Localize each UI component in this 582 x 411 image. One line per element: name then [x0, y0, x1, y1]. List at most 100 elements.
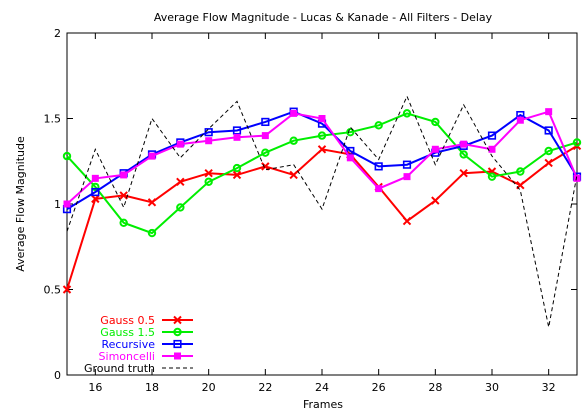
data-point-square-marker: [402, 160, 412, 169]
x-tick-label: 24: [315, 381, 329, 394]
data-point-circle-marker: [572, 138, 582, 147]
legend-label: Ground truth: [84, 362, 155, 375]
data-point-filled-square-marker: [176, 140, 184, 148]
data-point-filled-square-marker: [205, 137, 213, 145]
data-point-filled-square-marker: [375, 185, 383, 193]
data-point-circle-marker: [176, 203, 185, 212]
data-point-circle-marker: [261, 148, 270, 157]
data-point-square-marker: [544, 126, 553, 135]
data-point-x-marker: [62, 285, 72, 294]
data-point-square-marker: [487, 131, 497, 140]
data-point-square-marker: [91, 187, 100, 197]
chart-title: Average Flow Magnitude - Lucas & Kanade …: [154, 11, 493, 24]
data-point-circle-marker: [402, 109, 412, 118]
data-point-filled-square-marker: [516, 116, 524, 124]
data-point-filled-square-marker: [174, 352, 181, 360]
data-point-filled-square-marker: [91, 174, 99, 182]
data-point-filled-square-marker: [431, 145, 439, 153]
data-point-circle-marker: [289, 136, 298, 145]
data-point-x-marker: [173, 315, 182, 325]
data-point-filled-square-marker: [460, 140, 468, 148]
data-point-filled-square-marker: [346, 154, 354, 162]
data-point-x-marker: [232, 170, 242, 180]
data-point-x-marker: [544, 158, 553, 168]
data-point-x-marker: [147, 198, 157, 207]
data-point-filled-square-marker: [233, 133, 241, 141]
series-line: [66, 110, 578, 205]
data-point-x-marker: [402, 216, 412, 226]
legend-item: Gauss 0.5: [100, 314, 193, 327]
series-simoncelli: [63, 108, 581, 208]
data-point-circle-marker: [374, 121, 383, 130]
series-gauss-0-5: [62, 141, 582, 294]
y-tick-label: 2: [54, 27, 61, 40]
data-point-circle-marker: [317, 131, 327, 140]
data-point-circle-marker: [91, 182, 100, 192]
data-point-circle-marker: [232, 163, 242, 173]
series-layer: [62, 95, 582, 328]
data-point-filled-square-marker: [403, 173, 411, 181]
data-point-square-marker: [261, 117, 270, 127]
x-tick-label: 26: [372, 381, 386, 394]
series-recursive: [62, 107, 582, 214]
data-point-x-marker: [91, 194, 100, 204]
data-point-circle-marker: [544, 146, 553, 156]
legend-label: Simoncelli: [99, 350, 155, 363]
data-point-circle-marker: [459, 150, 468, 159]
x-tick-label: 32: [542, 381, 556, 394]
data-point-circle-marker: [516, 167, 525, 176]
data-point-square-marker: [374, 162, 383, 171]
data-point-circle-marker: [487, 172, 497, 181]
x-tick-label: 30: [485, 381, 499, 394]
data-point-filled-square-marker: [573, 174, 581, 182]
legend-label: Gauss 0.5: [100, 314, 155, 327]
y-axis-label: Average Flow Magnitude: [14, 136, 27, 272]
data-point-circle-marker: [431, 117, 440, 127]
data-point-filled-square-marker: [63, 200, 71, 208]
legend-item: Simoncelli: [99, 350, 193, 363]
legend-item: Gauss 1.5: [100, 326, 193, 339]
data-point-square-marker: [173, 339, 182, 349]
legend-label: Recursive: [101, 338, 155, 351]
x-axis-label: Frames: [303, 398, 343, 411]
data-point-circle-marker: [204, 177, 213, 186]
series-line: [66, 95, 578, 328]
data-point-filled-square-marker: [545, 108, 553, 116]
x-tick-label: 20: [202, 381, 216, 394]
data-point-filled-square-marker: [290, 109, 298, 117]
legend-item: Recursive: [101, 338, 193, 351]
data-point-filled-square-marker: [261, 132, 269, 140]
data-point-x-marker: [431, 196, 440, 205]
data-point-x-marker: [119, 191, 128, 200]
data-point-x-marker: [317, 145, 327, 154]
data-point-x-marker: [289, 170, 298, 180]
data-point-circle-marker: [173, 327, 182, 337]
data-point-filled-square-marker: [318, 115, 326, 122]
series-gauss-1-5: [62, 109, 582, 238]
y-tick-label: 1: [54, 198, 61, 211]
data-point-x-marker: [176, 177, 185, 186]
data-point-circle-marker: [62, 151, 72, 161]
data-point-x-marker: [459, 169, 468, 178]
series-ground-truth: [66, 95, 578, 328]
legend-item: Ground truth: [84, 362, 193, 375]
legend-label: Gauss 1.5: [100, 326, 155, 339]
y-axis: 0 0.5 1 1.5 2: [44, 27, 577, 382]
series-line: [66, 112, 578, 235]
y-tick-label: 1.5: [44, 113, 62, 126]
data-point-filled-square-marker: [488, 145, 496, 153]
x-axis: 16 18 20 22 24 26 28 30 32: [88, 33, 556, 394]
x-tick-label: 18: [145, 381, 159, 394]
series-line: [66, 145, 578, 290]
data-point-square-marker: [232, 126, 242, 135]
data-point-circle-marker: [346, 127, 355, 137]
data-point-square-marker: [346, 146, 355, 156]
data-point-circle-marker: [147, 228, 157, 238]
data-point-x-marker: [204, 169, 213, 178]
x-tick-label: 28: [428, 381, 442, 394]
y-tick-label: 0.5: [44, 284, 62, 297]
data-point-filled-square-marker: [148, 152, 156, 160]
data-point-filled-square-marker: [120, 171, 128, 179]
